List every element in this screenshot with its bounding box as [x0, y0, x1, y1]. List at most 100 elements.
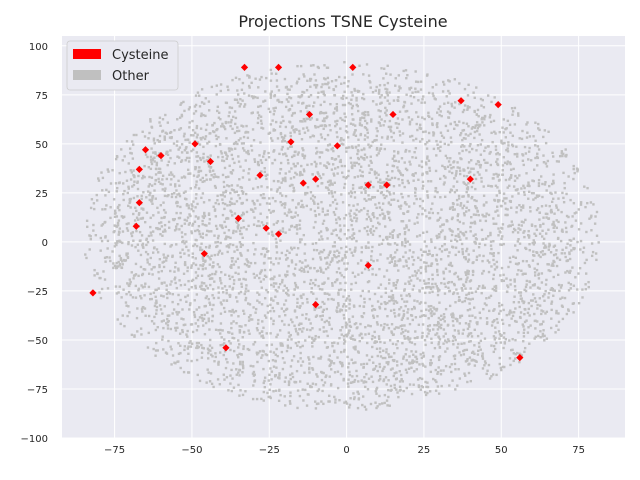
other-point [530, 304, 533, 308]
other-point [298, 268, 301, 272]
other-point [449, 263, 452, 267]
other-point [450, 315, 454, 319]
other-point [188, 213, 191, 216]
other-point [334, 198, 337, 202]
other-point [203, 260, 207, 263]
other-point [150, 234, 153, 237]
other-point [450, 167, 453, 170]
other-point [420, 336, 424, 339]
other-point [347, 101, 351, 105]
other-point [252, 223, 256, 226]
other-point [139, 239, 142, 242]
other-point [329, 260, 333, 264]
other-points [84, 61, 600, 411]
other-point [227, 114, 230, 118]
other-point [223, 310, 227, 314]
other-point [153, 304, 157, 308]
other-point [458, 351, 461, 354]
other-point [384, 376, 388, 379]
other-point [208, 222, 211, 225]
other-point [165, 256, 168, 260]
other-point [475, 162, 478, 166]
other-point [456, 346, 459, 349]
other-point [209, 258, 212, 261]
other-point [182, 191, 186, 194]
other-point [269, 123, 273, 126]
other-point [479, 163, 483, 167]
other-point [187, 108, 191, 111]
other-point [400, 328, 404, 331]
other-point [505, 127, 508, 130]
other-point [276, 333, 279, 336]
other-point [115, 265, 118, 268]
other-point [344, 321, 348, 324]
other-point [288, 120, 291, 123]
other-point [548, 244, 551, 247]
other-point [210, 382, 214, 386]
other-point [106, 168, 109, 171]
other-point [399, 259, 402, 262]
other-point [109, 259, 112, 263]
other-point [301, 120, 304, 123]
other-point [286, 289, 290, 292]
other-point [207, 162, 210, 165]
other-point [456, 228, 460, 231]
other-point [469, 170, 472, 174]
other-point [514, 357, 517, 360]
other-point [354, 345, 357, 348]
other-point [297, 202, 300, 205]
other-point [96, 272, 99, 275]
other-point [409, 313, 413, 317]
other-point [273, 109, 276, 113]
other-point [159, 203, 163, 207]
other-point [359, 174, 363, 177]
other-point [465, 148, 468, 152]
other-point [299, 172, 302, 175]
other-point [256, 96, 259, 100]
other-point [342, 138, 345, 142]
other-point [260, 122, 263, 125]
other-point [351, 164, 354, 167]
other-point [462, 121, 465, 125]
other-point [228, 277, 232, 281]
other-point [399, 373, 403, 377]
other-point [489, 244, 493, 247]
other-point [152, 246, 156, 250]
other-point [179, 366, 182, 370]
other-point [324, 256, 327, 260]
other-point [434, 98, 437, 101]
other-point [467, 363, 470, 366]
other-point [275, 221, 278, 225]
other-point [534, 156, 537, 160]
other-point [236, 101, 240, 104]
other-point [501, 142, 504, 145]
other-point [114, 242, 117, 245]
other-point [278, 282, 282, 286]
other-point [464, 256, 467, 259]
other-point [480, 291, 483, 295]
other-point [443, 282, 446, 286]
other-point [195, 244, 199, 248]
other-point [192, 134, 195, 137]
other-point [537, 272, 541, 275]
other-point [326, 213, 329, 216]
other-point [481, 272, 484, 275]
other-point [183, 261, 187, 264]
other-point [241, 393, 245, 397]
other-point [362, 381, 365, 384]
other-point [326, 133, 330, 137]
other-point [512, 352, 516, 355]
other-point [227, 147, 231, 150]
other-point [345, 245, 348, 249]
other-point [470, 127, 474, 130]
other-point [163, 242, 167, 246]
other-point [392, 374, 395, 378]
other-point [521, 259, 525, 263]
other-point [398, 385, 402, 389]
other-point [222, 159, 226, 163]
other-point [352, 361, 355, 365]
other-point [290, 259, 294, 262]
other-point [304, 106, 308, 109]
other-point [399, 171, 402, 175]
other-point [285, 258, 288, 261]
